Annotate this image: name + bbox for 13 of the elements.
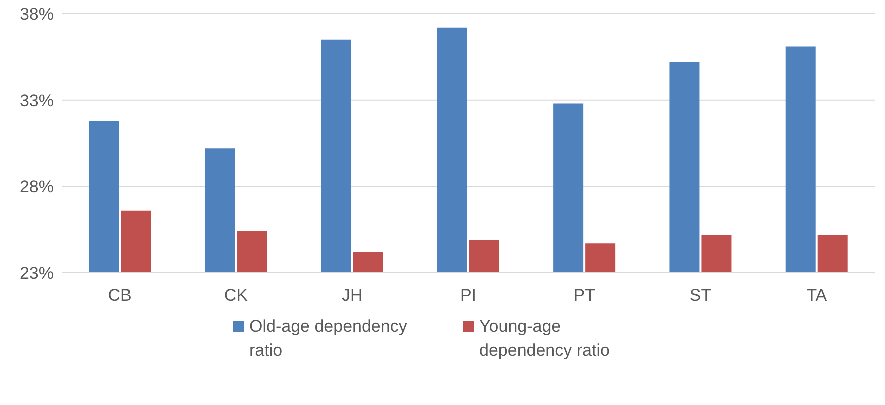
legend-label: Old-age dependency ratio [250,316,408,362]
legend-label: Young-age dependency ratio [480,316,611,362]
y-tick-label: 28% [20,178,54,197]
y-tick-label: 23% [20,264,54,284]
y-tick-label: 33% [20,91,54,110]
y-tick-label: 38% [20,5,54,24]
x-tick-label: TA [806,286,828,306]
x-tick-label: JH [342,286,363,306]
x-tick-label: PI [460,286,477,306]
x-tick-label: ST [690,286,712,306]
x-tick-label: PT [574,286,596,306]
x-tick-label: CB [108,286,132,306]
x-tick-label: CK [224,286,249,306]
